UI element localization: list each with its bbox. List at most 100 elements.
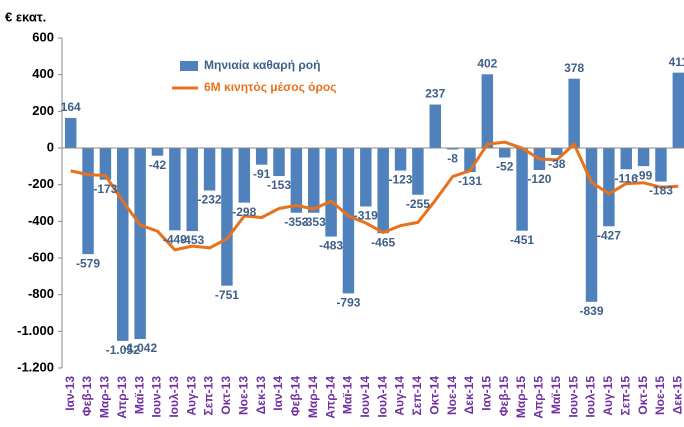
y-tick-label: -1.000 [17, 323, 54, 338]
x-tick-label: Ιαν-14 [271, 376, 285, 411]
x-tick-label: Αυγ-15 [601, 376, 615, 416]
bar [412, 148, 424, 195]
x-tick-label: Δεκ-14 [462, 376, 476, 415]
bar [273, 148, 285, 177]
data-label: -465 [371, 235, 395, 249]
data-label: -453 [180, 233, 204, 247]
x-tick-label: Οκτ-15 [636, 376, 650, 415]
data-label: -91 [253, 167, 271, 181]
y-tick-label: -200 [28, 176, 54, 191]
data-label: -1.052 [106, 343, 140, 357]
y-tick-label: 0 [47, 139, 54, 154]
y-tick-label: -600 [28, 249, 54, 264]
x-tick-label: Φεβ-15 [497, 376, 511, 417]
data-label: 237 [425, 87, 445, 101]
x-tick-label: Νοε-14 [445, 376, 459, 415]
bar [255, 148, 268, 165]
x-tick-label: Μαϊ-14 [341, 376, 355, 414]
bar [394, 148, 407, 171]
bar [169, 148, 181, 231]
bar [446, 148, 459, 150]
data-label: -839 [579, 304, 603, 318]
bar [481, 74, 494, 148]
data-label: -427 [597, 228, 621, 242]
data-label: -131 [458, 174, 482, 188]
bar [429, 104, 441, 148]
bar [551, 148, 563, 155]
bar [360, 148, 372, 207]
bar [238, 148, 251, 203]
data-label: -153 [267, 178, 291, 192]
bar [498, 148, 511, 158]
bar [134, 148, 146, 340]
data-label: 164 [61, 100, 81, 114]
data-label: -319 [354, 209, 378, 223]
data-label: -99 [635, 168, 653, 182]
bar [221, 148, 233, 286]
x-tick-label: Ιουν-14 [358, 376, 372, 418]
x-tick-label: Ιαν-15 [480, 376, 494, 411]
x-tick-label: Απρ-13 [115, 376, 129, 419]
moving-average-line [70, 140, 679, 252]
y-tick-label: 400 [32, 66, 54, 81]
x-tick-label: Ιαν-13 [63, 376, 77, 411]
x-tick-label: Δεκ-15 [670, 376, 684, 415]
bar [620, 148, 632, 170]
bar [64, 117, 77, 148]
x-tick-label: Σεπ-13 [202, 376, 216, 416]
x-tick-label: Μαρ-13 [98, 376, 112, 418]
legend-label: Μηνιαία καθαρή ροή [204, 58, 320, 72]
bar [655, 148, 667, 182]
y-tick-label: -1.200 [17, 359, 54, 374]
data-label: -751 [215, 288, 239, 302]
x-tick-label: Ιουν-13 [150, 376, 164, 418]
x-tick-label: Μαρ-14 [306, 376, 320, 418]
x-tick-label: Οκτ-13 [219, 376, 233, 415]
y-tick-label: 600 [32, 29, 54, 44]
bar [308, 148, 320, 213]
x-tick-label: Ιουλ-15 [584, 376, 598, 418]
data-label: -52 [496, 160, 514, 174]
x-tick-label: Μαϊ-15 [549, 376, 563, 414]
legend-label: 6Μ κινητός μέσος όρος [204, 80, 337, 94]
bar [186, 148, 198, 232]
data-label: 411 [669, 55, 684, 69]
x-tick-label: Μαρ-15 [514, 376, 528, 418]
data-label: -123 [389, 173, 413, 187]
data-label: -298 [232, 205, 256, 219]
y-tick-label: -400 [28, 213, 54, 228]
bar [672, 72, 684, 148]
x-tick-label: Οκτ-14 [427, 376, 441, 415]
x-tick-label: Ιουν-15 [566, 376, 580, 418]
data-label: -1.042 [123, 341, 157, 355]
bar [464, 148, 476, 173]
x-tick-label: Σεπ-15 [618, 376, 632, 416]
y-tick-label: -800 [28, 286, 54, 301]
x-tick-label: Απρ-15 [532, 376, 546, 419]
x-tick-label: Φεβ-13 [80, 376, 94, 417]
bar [82, 148, 94, 255]
bar [342, 148, 355, 294]
data-label: -8 [447, 152, 458, 166]
data-label: -451 [510, 233, 534, 247]
data-label: -793 [336, 296, 360, 310]
bar [516, 148, 528, 231]
data-label: -579 [76, 256, 100, 270]
data-label: 402 [477, 56, 497, 70]
x-tick-label: Αυγ-13 [184, 376, 198, 416]
x-tick-label: Δεκ-13 [254, 376, 268, 415]
x-tick-label: Απρ-14 [323, 376, 337, 419]
data-label: -183 [649, 184, 673, 198]
x-tick-label: Ιουλ-14 [375, 376, 389, 418]
bar [203, 148, 216, 191]
x-tick-label: Αυγ-14 [393, 376, 407, 416]
x-tick-label: Νοε-15 [653, 376, 667, 415]
bar [568, 78, 580, 148]
data-label: -120 [527, 172, 551, 186]
data-label: -116 [615, 171, 639, 185]
data-label: -38 [548, 157, 566, 171]
data-label: -42 [149, 158, 167, 172]
bar [325, 148, 337, 237]
y-tick-label: 200 [32, 103, 54, 118]
